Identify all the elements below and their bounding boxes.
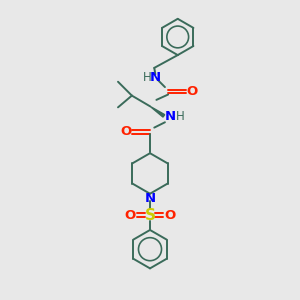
Text: H: H bbox=[142, 71, 151, 84]
Text: S: S bbox=[145, 208, 155, 223]
Text: N: N bbox=[149, 71, 161, 84]
Text: O: O bbox=[187, 85, 198, 98]
Text: N: N bbox=[165, 110, 176, 123]
Text: O: O bbox=[120, 125, 131, 138]
Text: N: N bbox=[144, 192, 156, 205]
Text: H: H bbox=[176, 110, 184, 123]
Text: O: O bbox=[164, 208, 176, 222]
Polygon shape bbox=[150, 106, 165, 117]
Text: O: O bbox=[124, 208, 136, 222]
